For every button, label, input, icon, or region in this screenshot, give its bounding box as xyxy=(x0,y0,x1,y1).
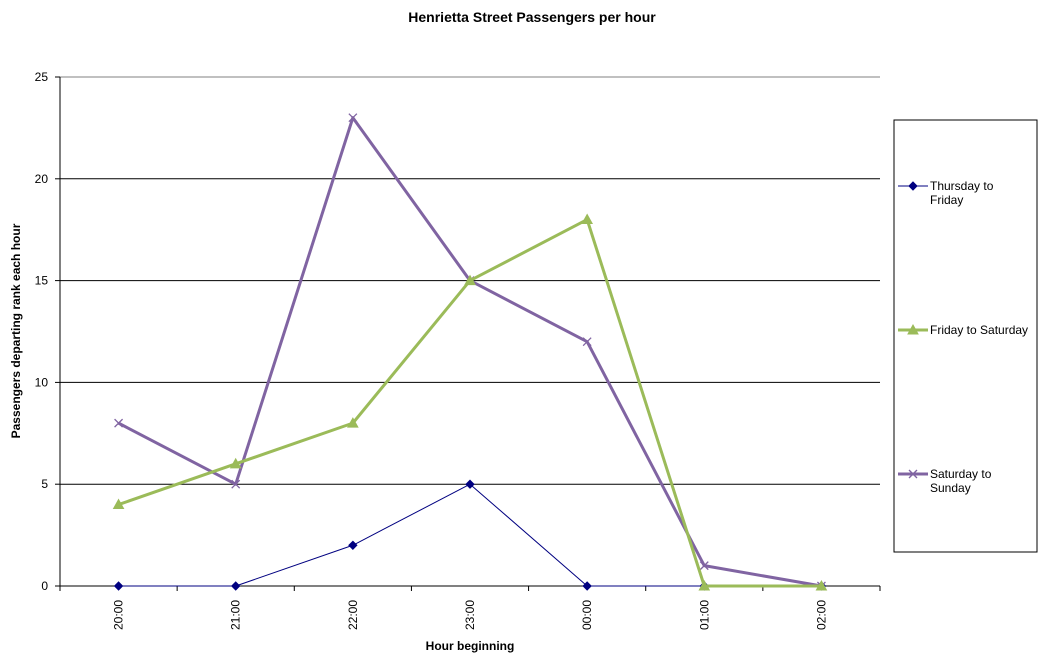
x-tick-label: 21:00 xyxy=(229,600,243,630)
y-tick-label: 0 xyxy=(41,579,48,593)
legend-item-1: Friday to Saturday xyxy=(898,323,1028,337)
data-point xyxy=(348,113,358,123)
data-point xyxy=(581,213,593,225)
legend-label: Thursday to xyxy=(930,179,994,193)
y-tick-label: 20 xyxy=(35,172,49,186)
x-axis-ticks: 20:00 21:00 22:00 23:00 00:00 01:00 02:00 xyxy=(59,586,881,630)
data-point xyxy=(231,479,241,489)
data-point xyxy=(582,337,592,347)
marker-stroke xyxy=(908,469,918,479)
x-tick-label: 00:00 xyxy=(580,600,594,630)
series-1 xyxy=(112,213,828,591)
y-tick-label: 5 xyxy=(41,477,48,491)
series-line xyxy=(118,483,822,587)
data-point xyxy=(229,457,242,469)
data-point xyxy=(112,498,125,510)
x-tick-label: 23:00 xyxy=(463,600,477,630)
marker-stroke xyxy=(114,418,124,428)
marker-stroke xyxy=(699,561,709,571)
x-tick-label: 02:00 xyxy=(814,600,828,630)
legend-marker xyxy=(908,469,918,479)
y-axis-ticks: 0 5 10 15 20 25 xyxy=(35,70,60,593)
data-point xyxy=(465,479,475,489)
data-point xyxy=(347,417,359,428)
x-axis-label: Hour beginning xyxy=(426,639,515,653)
data-point xyxy=(113,581,124,591)
legend-label: Friday xyxy=(930,193,963,207)
y-tick-label: 25 xyxy=(35,70,49,84)
y-tick-label: 10 xyxy=(35,375,49,389)
data-point xyxy=(114,418,124,428)
series-lines xyxy=(112,113,828,591)
y-tick-label: 15 xyxy=(35,274,49,288)
marker-stroke xyxy=(231,479,241,489)
data-point xyxy=(699,561,709,571)
marker-stroke xyxy=(348,113,358,123)
y-axis-label: Passengers departing rank each hour xyxy=(9,223,23,438)
legend-marker xyxy=(908,181,918,191)
series-line xyxy=(118,218,822,588)
series-2 xyxy=(114,113,826,591)
legend-label: Saturday to xyxy=(930,467,992,481)
x-tick-label: 20:00 xyxy=(112,600,126,630)
axes xyxy=(59,77,880,587)
marker-stroke xyxy=(582,337,592,347)
data-point xyxy=(348,540,358,550)
legend-marker xyxy=(907,323,919,335)
series-line xyxy=(117,116,822,588)
legend-label: Friday to Saturday xyxy=(930,323,1028,337)
data-point xyxy=(231,581,241,591)
x-tick-label: 01:00 xyxy=(697,600,711,630)
legend-label: Sunday xyxy=(930,481,971,495)
series-0 xyxy=(113,479,827,591)
chart-title: Henrietta Street Passengers per hour xyxy=(408,9,656,25)
legend-box xyxy=(893,119,1038,553)
x-tick-label: 22:00 xyxy=(346,600,360,630)
data-point xyxy=(464,274,476,286)
data-point xyxy=(815,579,828,591)
data-point xyxy=(698,579,711,591)
data-point xyxy=(582,581,592,591)
